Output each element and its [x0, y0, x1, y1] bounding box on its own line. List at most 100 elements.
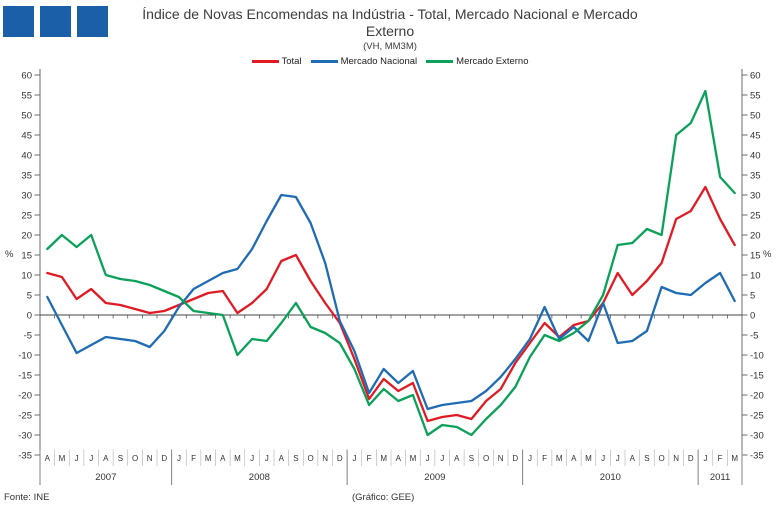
svg-text:-20: -20 [750, 391, 764, 402]
svg-text:M: M [59, 454, 66, 463]
series-line-mercado-nacional [46, 193, 736, 411]
svg-text:20: 20 [21, 231, 32, 242]
svg-text:M: M [205, 454, 212, 463]
svg-text:45: 45 [21, 131, 32, 142]
legend-marker-icon [426, 60, 454, 63]
svg-text:J: J [75, 454, 79, 463]
svg-text:J: J [265, 454, 269, 463]
svg-text:N: N [147, 454, 153, 463]
svg-text:S: S [469, 454, 474, 463]
y-axis-labels-left: 605550454035302520151050-5-10-15-20-25-3… [18, 71, 32, 462]
svg-text:M: M [731, 454, 738, 463]
svg-text:30: 30 [750, 191, 761, 202]
svg-text:50: 50 [750, 111, 761, 122]
svg-text:M: M [410, 454, 417, 463]
source-label: Fonte: INE [4, 492, 50, 503]
svg-text:J: J [352, 454, 356, 463]
svg-text:-30: -30 [750, 431, 764, 442]
svg-text:O: O [658, 454, 664, 463]
svg-text:A: A [279, 454, 285, 463]
logo-square-1 [3, 6, 34, 37]
svg-text:N: N [498, 454, 504, 463]
logo [3, 6, 108, 37]
svg-text:15: 15 [21, 251, 32, 262]
svg-text:40: 40 [21, 151, 32, 162]
svg-text:30: 30 [21, 191, 32, 202]
zero-line [40, 314, 742, 319]
svg-text:-20: -20 [18, 391, 32, 402]
chart-title-line1: Índice de Novas Encomendas na Indústria … [142, 6, 638, 22]
x-axis-year-labels: 2007 2008 2009 2010 2011 [95, 472, 730, 483]
svg-text:20: 20 [750, 231, 761, 242]
svg-text:J: J [250, 454, 254, 463]
svg-text:25: 25 [21, 211, 32, 222]
legend-label: Mercado Externo [456, 56, 529, 67]
svg-text:M: M [380, 454, 387, 463]
svg-text:D: D [688, 454, 694, 463]
svg-text:0: 0 [750, 311, 755, 322]
y-axis-labels-right: 605550454035302520151050-5-10-15-20-25-3… [750, 71, 764, 462]
series-line-mercado-externo [46, 89, 736, 437]
svg-text:60: 60 [21, 71, 32, 82]
svg-text:O: O [483, 454, 489, 463]
svg-text:M: M [556, 454, 563, 463]
svg-text:J: J [426, 454, 430, 463]
svg-text:J: J [601, 454, 605, 463]
chart-title-line2: Externo [365, 23, 415, 39]
svg-text:F: F [191, 454, 196, 463]
svg-text:S: S [118, 454, 123, 463]
logo-square-3 [77, 6, 108, 37]
svg-text:40: 40 [750, 151, 761, 162]
svg-text:D: D [161, 454, 167, 463]
svg-text:A: A [630, 454, 636, 463]
legend-item-2: Mercado Nacional [310, 56, 418, 67]
svg-text:-10: -10 [750, 351, 764, 362]
svg-text:10: 10 [21, 271, 32, 282]
svg-text:F: F [367, 454, 372, 463]
svg-text:J: J [440, 454, 444, 463]
svg-text:5: 5 [27, 291, 32, 302]
svg-text:-5: -5 [24, 331, 32, 342]
chart-subtitle: (VH, MM3M) [363, 41, 417, 52]
legend-label: Mercado Nacional [340, 56, 418, 67]
svg-text:J: J [177, 454, 181, 463]
legend-marker-icon [251, 60, 279, 63]
legend-item-1: Total [251, 56, 302, 67]
x-axis-separators [39, 449, 743, 485]
percent-label-left: % [5, 249, 14, 260]
svg-text:5: 5 [750, 291, 755, 302]
svg-text:A: A [571, 454, 577, 463]
svg-text:S: S [644, 454, 649, 463]
chart-title: Índice de Novas Encomendas na Indústria … [0, 6, 780, 40]
svg-text:-25: -25 [18, 411, 32, 422]
svg-text:15: 15 [750, 251, 761, 262]
svg-text:O: O [132, 454, 138, 463]
svg-text:S: S [293, 454, 298, 463]
y-axes [34, 69, 748, 456]
svg-text:F: F [542, 454, 547, 463]
logo-square-2 [40, 6, 71, 37]
svg-text:J: J [89, 454, 93, 463]
legend-marker-icon [310, 60, 338, 63]
svg-text:-15: -15 [18, 371, 32, 382]
svg-text:2009: 2009 [424, 472, 445, 483]
legend: Total Mercado Nacional Mercado Externo [0, 56, 780, 67]
svg-text:35: 35 [750, 171, 761, 182]
svg-text:0: 0 [27, 311, 32, 322]
svg-text:-35: -35 [18, 451, 32, 462]
legend-item-3: Mercado Externo [426, 56, 529, 67]
svg-text:A: A [103, 454, 109, 463]
svg-text:-25: -25 [750, 411, 764, 422]
svg-text:2010: 2010 [600, 472, 621, 483]
svg-text:35: 35 [21, 171, 32, 182]
percent-label-right: % [763, 249, 772, 260]
svg-text:2007: 2007 [95, 472, 116, 483]
svg-text:-15: -15 [750, 371, 764, 382]
svg-text:50: 50 [21, 111, 32, 122]
svg-text:45: 45 [750, 131, 761, 142]
svg-text:55: 55 [750, 91, 761, 102]
svg-text:J: J [616, 454, 620, 463]
svg-text:-5: -5 [750, 331, 758, 342]
